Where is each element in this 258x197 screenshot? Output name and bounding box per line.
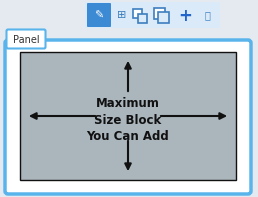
FancyBboxPatch shape	[6, 30, 45, 48]
Bar	[154, 8, 165, 19]
Text: Maximum
Size Block
You Can Add: Maximum Size Block You Can Add	[87, 97, 169, 143]
Text: ✎: ✎	[94, 10, 104, 20]
Bar	[158, 12, 169, 23]
Text: +: +	[178, 7, 192, 24]
Bar	[138, 14, 147, 23]
FancyBboxPatch shape	[87, 3, 111, 27]
Bar	[20, 52, 236, 180]
Bar	[85, 2, 220, 28]
Text: 🗑: 🗑	[204, 10, 210, 20]
Bar	[133, 9, 142, 18]
FancyBboxPatch shape	[5, 40, 251, 194]
Text: ⊞: ⊞	[117, 10, 127, 20]
Text: Panel: Panel	[13, 34, 39, 45]
